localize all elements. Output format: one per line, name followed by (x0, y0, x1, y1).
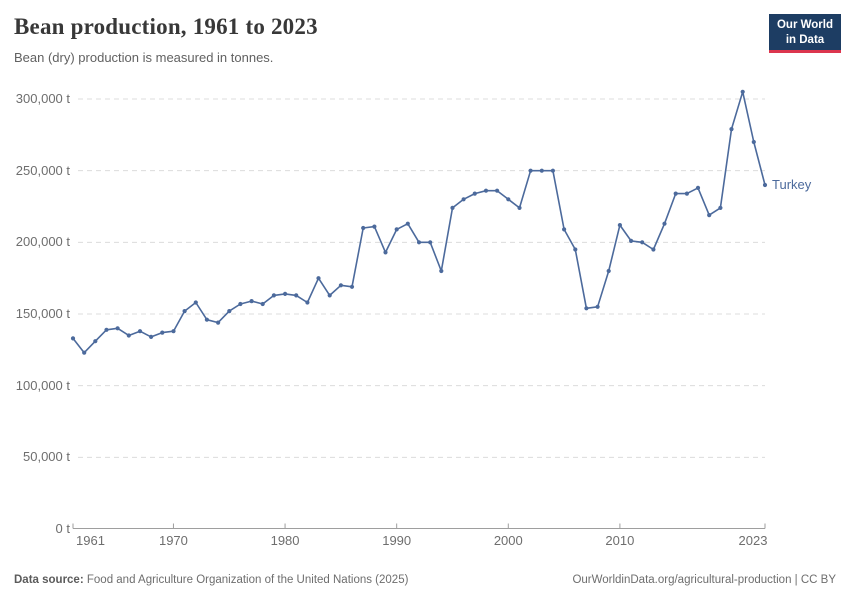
data-point[interactable] (629, 238, 634, 243)
data-point[interactable] (550, 168, 556, 173)
data-point[interactable] (740, 89, 745, 94)
data-point[interactable] (472, 191, 477, 196)
x-axis-tick-label: 1980 (270, 533, 300, 548)
data-point[interactable] (227, 309, 232, 314)
data-point[interactable] (439, 268, 444, 274)
data-point[interactable] (405, 221, 410, 226)
data-point[interactable] (617, 223, 623, 228)
y-axis-tick-label: 300,000 t (15, 91, 70, 106)
data-point[interactable] (93, 339, 98, 344)
x-axis-tick-label: 1961 (76, 533, 105, 548)
data-point[interactable] (383, 250, 388, 255)
data-point[interactable] (640, 240, 645, 245)
data-point[interactable] (595, 304, 600, 309)
data-point[interactable] (305, 300, 310, 305)
data-point[interactable] (137, 329, 143, 334)
data-point[interactable] (707, 213, 712, 218)
data-point[interactable] (260, 301, 265, 307)
data-point[interactable] (361, 225, 366, 231)
data-point[interactable] (316, 276, 321, 281)
x-axis-tick-label: 2023 (738, 533, 768, 548)
owid-logo-line2: in Data (785, 33, 825, 46)
data-point[interactable] (539, 168, 544, 173)
data-point[interactable] (104, 327, 109, 332)
data-point[interactable] (149, 334, 154, 339)
data-point[interactable] (126, 333, 131, 338)
data-point[interactable] (416, 240, 422, 245)
data-point[interactable] (294, 293, 299, 298)
x-axis-tick-label: 1990 (382, 533, 412, 548)
x-axis-tick-label: 1970 (158, 533, 188, 548)
data-point[interactable] (718, 205, 723, 210)
y-axis-tick-label: 0 t (55, 521, 70, 536)
data-point[interactable] (517, 205, 522, 210)
data-point[interactable] (349, 284, 355, 289)
data-point[interactable] (327, 293, 332, 298)
data-point[interactable] (394, 227, 399, 232)
line-chart (70, 89, 768, 529)
data-point[interactable] (115, 326, 120, 331)
y-axis-tick-label: 50,000 t (23, 449, 70, 465)
y-axis-tick-label: 200,000 t (15, 234, 70, 250)
data-point[interactable] (338, 283, 343, 288)
data-point[interactable] (238, 301, 243, 307)
data-point[interactable] (729, 127, 734, 132)
data-point[interactable] (70, 336, 76, 341)
data-point[interactable] (506, 197, 511, 202)
data-point[interactable] (82, 350, 87, 355)
data-point[interactable] (606, 268, 611, 274)
footer: Data source: Food and Agriculture Organi… (0, 574, 850, 586)
data-point[interactable] (271, 293, 276, 298)
data-point[interactable] (193, 300, 198, 305)
data-point[interactable] (651, 247, 656, 252)
data-point[interactable] (204, 317, 209, 322)
series-label-turkey[interactable]: Turkey (772, 177, 812, 192)
data-point[interactable] (673, 191, 678, 196)
data-point[interactable] (573, 247, 578, 252)
data-source-label: Data source: (14, 574, 84, 586)
data-point[interactable] (483, 188, 489, 193)
y-axis-tick-label: 150,000 t (15, 306, 70, 321)
data-source-note: Data source: Food and Agriculture Organi… (14, 574, 408, 586)
data-point[interactable] (283, 291, 288, 296)
data-point[interactable] (662, 221, 667, 226)
x-axis-tick-label: 2010 (605, 533, 635, 548)
turkey-line (72, 91, 766, 354)
data-point[interactable] (751, 139, 756, 145)
data-point[interactable] (584, 306, 589, 311)
data-point[interactable] (762, 182, 768, 188)
y-axis-tick-label: 100,000 t (15, 377, 70, 393)
data-point[interactable] (171, 329, 176, 334)
footer-citation-link[interactable]: OurWorldinData.org/agricultural-producti… (572, 574, 836, 586)
chart-subtitle: Bean (dry) production is measured in ton… (14, 50, 274, 65)
data-point[interactable] (461, 197, 466, 202)
x-axis-tick-label: 2000 (493, 533, 523, 548)
chart-title: Bean production, 1961 to 2023 (14, 14, 318, 39)
owid-logo: Our World in Data (769, 14, 841, 54)
data-point[interactable] (528, 168, 533, 173)
data-point[interactable] (160, 330, 165, 335)
data-point[interactable] (562, 227, 567, 232)
data-source-text: Food and Agriculture Organization of the… (86, 574, 409, 586)
data-point[interactable] (249, 299, 254, 304)
data-point[interactable] (428, 240, 433, 245)
data-point[interactable] (182, 309, 187, 314)
data-point[interactable] (372, 224, 377, 229)
data-point[interactable] (216, 320, 221, 325)
data-point[interactable] (695, 185, 701, 190)
data-point[interactable] (684, 191, 690, 196)
data-point[interactable] (495, 188, 500, 193)
y-axis-tick-label: 250,000 t (15, 162, 70, 178)
owid-logo-line1: Our World (776, 19, 833, 31)
data-point[interactable] (450, 205, 455, 210)
